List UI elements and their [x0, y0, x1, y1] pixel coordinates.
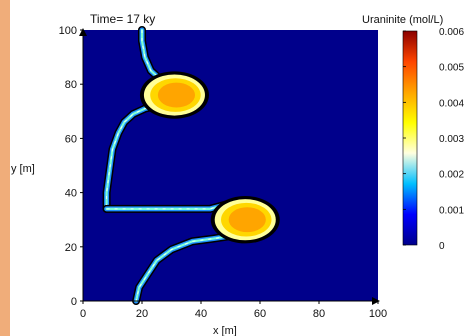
hotspot-core: [228, 207, 266, 233]
x-tick-label: 100: [369, 308, 387, 320]
x-axis-label: x [m]: [213, 325, 237, 336]
hotspot-core: [157, 82, 196, 108]
axes-layer: 0 20 40 60 80 100 0 20 40 60 80 100: [59, 25, 388, 320]
y-tick-label: 100: [59, 25, 77, 37]
y-tick-label: 60: [65, 133, 77, 145]
features-layer: [102, 26, 280, 305]
colorbar-tick-label: 0.004: [439, 98, 464, 109]
colorbar-tick-label: 0: [439, 241, 445, 252]
x-tick-label: 20: [136, 308, 148, 320]
y-axis-label: y [m]: [11, 163, 35, 175]
y-tick-label: 40: [65, 188, 77, 200]
plot-area: [83, 30, 378, 301]
y-tick-label: 0: [71, 296, 77, 308]
x-axis-arrow: [372, 297, 380, 305]
colorbar-tick-label: 0.003: [439, 134, 464, 145]
x-tick-label: 80: [313, 308, 325, 320]
chart-title: Time= 17 ky: [90, 12, 155, 26]
x-tick-label: 60: [254, 308, 266, 320]
accent-band: [0, 0, 10, 336]
y-axis-arrow: [79, 28, 87, 36]
feature-1: [102, 26, 209, 213]
colorbar-ticks: 0 0.001 0.002 0.003 0.004 0.005 0.006: [403, 27, 464, 252]
y-tick-label: 80: [65, 79, 77, 91]
colorbar-tick-label: 0.006: [439, 27, 464, 38]
x-tick-label: 40: [195, 308, 207, 320]
y-tick-label: 20: [65, 242, 77, 254]
colorbar-label: Uraninite (mol/L): [362, 14, 443, 26]
colorbar-tick-label: 0.002: [439, 170, 464, 181]
colorbar-tick-label: 0.005: [439, 63, 464, 74]
x-tick-label: 0: [80, 308, 86, 320]
colorbar-tick-label: 0.001: [439, 205, 464, 216]
feature-2: [102, 196, 280, 305]
